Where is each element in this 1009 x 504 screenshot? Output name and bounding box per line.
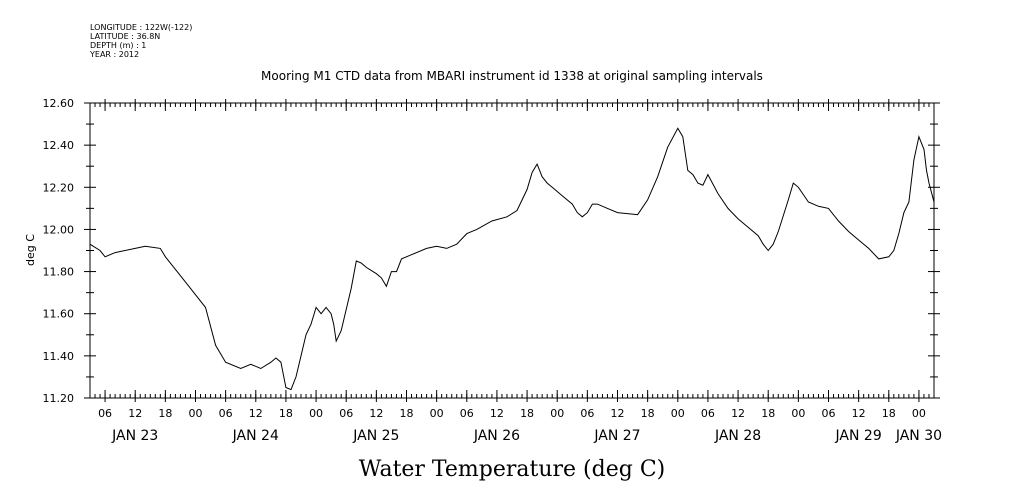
x-hour-label: 00 (791, 407, 805, 420)
x-hour-label: 06 (98, 407, 112, 420)
water-temperature-line (89, 127, 935, 391)
x-hour-label: 12 (369, 407, 383, 420)
x-hour-label: 06 (219, 407, 233, 420)
y-axis: 11.20 11.40 11.60 11.80 12.00 12.20 12.40 12.60 (43, 97, 940, 405)
x-hour-label: 12 (249, 407, 263, 420)
x-hour-label: 06 (580, 407, 594, 420)
x-hour-label: 18 (761, 407, 775, 420)
x-hour-label: 12 (852, 407, 866, 420)
y-tick-label: 12.40 (43, 139, 75, 152)
x-hour-label: 18 (400, 407, 414, 420)
x-hour-label: 12 (128, 407, 142, 420)
depth-text: DEPTH (m) : 1 (90, 41, 146, 50)
mooring-metadata: LONGITUDE : 122W(-122) LATITUDE : 36.8N … (89, 23, 192, 59)
x-hour-label: 18 (641, 407, 655, 420)
x-day-label: JAN 24 (232, 428, 279, 444)
x-hour-label: 00 (309, 407, 323, 420)
y-tick-label: 11.20 (43, 392, 75, 405)
year-text: YEAR : 2012 (89, 50, 139, 59)
y-tick-label: 12.20 (43, 181, 75, 194)
x-day-label: JAN 30 (895, 428, 942, 444)
y-axis-label: deg C (24, 234, 37, 266)
x-hour-label: 00 (671, 407, 685, 420)
x-hour-label: 18 (279, 407, 293, 420)
y-tick-label: 11.40 (43, 350, 75, 363)
x-hour-label: 18 (882, 407, 896, 420)
y-tick-label: 11.60 (43, 308, 75, 321)
x-axis: 06 12 18 00 06 12 18 00 06 12 18 00 06 12 18 00 06 12 18 00… (89, 99, 942, 444)
y-tick-label: 12.60 (43, 97, 75, 110)
x-hour-label: 18 (158, 407, 172, 420)
plot-area: 11.20 11.40 11.60 11.80 12.00 12.20 12.40 12.60… (43, 97, 943, 444)
x-hour-label: 06 (701, 407, 715, 420)
y-tick-label: 12.00 (43, 223, 75, 236)
x-hour-label: 00 (430, 407, 444, 420)
x-hour-label: 12 (731, 407, 745, 420)
x-day-label: JAN 27 (593, 428, 640, 444)
x-hour-label: 06 (460, 407, 474, 420)
x-hour-label: 12 (490, 407, 504, 420)
x-day-label: JAN 29 (835, 428, 882, 444)
x-hour-label: 00 (912, 407, 926, 420)
x-axis-label: Water Temperature (deg C) (359, 457, 666, 482)
x-day-label: JAN 28 (714, 428, 761, 444)
x-hour-label: 06 (339, 407, 353, 420)
plot-frame (89, 102, 935, 399)
longitude-text: LONGITUDE : 122W(-122) (90, 23, 192, 32)
x-day-label: JAN 26 (473, 428, 520, 444)
x-hour-label: 00 (550, 407, 564, 420)
x-hour-label: 12 (611, 407, 625, 420)
x-day-label: JAN 25 (352, 428, 399, 444)
x-day-label: JAN 23 (111, 428, 158, 444)
x-hour-label: 00 (189, 407, 203, 420)
x-hour-label: 18 (520, 407, 534, 420)
x-hour-label: 06 (822, 407, 836, 420)
latitude-text: LATITUDE : 36.8N (90, 32, 160, 41)
chart-title: Mooring M1 CTD data from MBARI instrumen… (261, 69, 763, 83)
y-tick-label: 11.80 (43, 266, 75, 279)
